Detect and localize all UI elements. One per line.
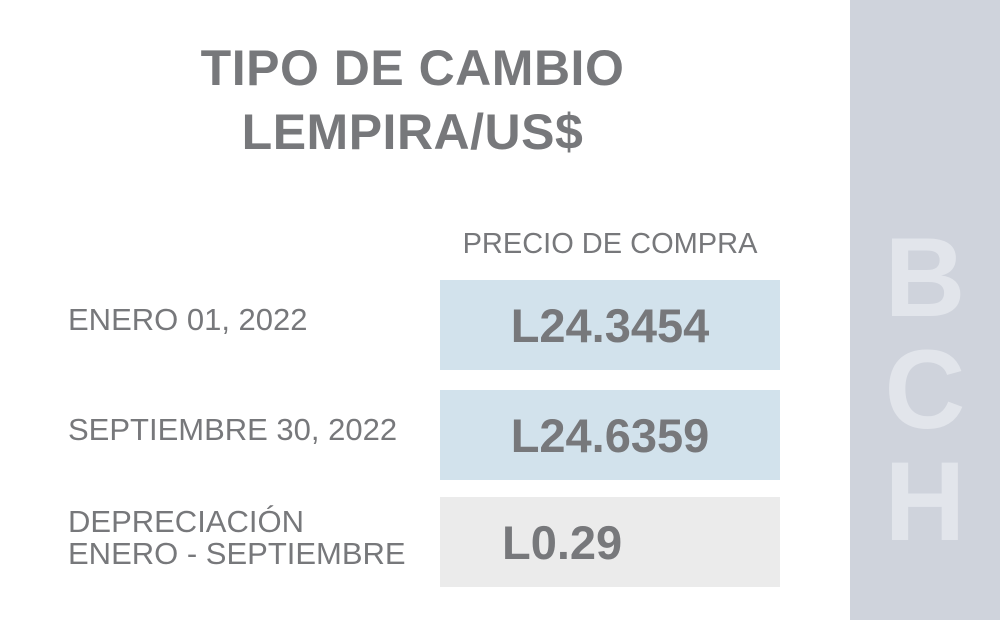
value-box-septiembre: L24.6359	[440, 390, 780, 480]
logo-letter-c: C	[884, 327, 966, 452]
value-septiembre: L24.6359	[510, 408, 710, 462]
value-depreciacion: L0.29	[502, 515, 623, 569]
title-line-2: LEMPIRA/US$	[241, 104, 584, 160]
row-label-depreciacion: DEPRECIACIÓN ENERO - SEPTIEMBRE	[68, 506, 406, 570]
value-enero: L24.3454	[510, 298, 710, 352]
column-header-precio-compra: PRECIO DE COMPRA	[462, 228, 758, 260]
row-label-depreciacion-line-1: DEPRECIACIÓN	[68, 504, 304, 539]
logo-letter-h: H	[884, 439, 966, 564]
row-label-depreciacion-line-2: ENERO - SEPTIEMBRE	[68, 536, 406, 571]
logo-letter-b: B	[884, 215, 966, 340]
title-line-1: TIPO DE CAMBIO	[200, 40, 625, 96]
row-label-enero-text: ENERO 01, 2022	[68, 302, 308, 337]
row-label-enero: ENERO 01, 2022	[68, 304, 308, 336]
row-label-septiembre-text: SEPTIEMBRE 30, 2022	[68, 412, 398, 447]
value-box-enero: L24.3454	[440, 280, 780, 370]
value-box-depreciacion: L0.29	[440, 497, 780, 587]
page-title: TIPO DE CAMBIO LEMPIRA/US$	[150, 36, 675, 164]
side-panel: B C H	[850, 0, 1000, 620]
row-label-septiembre: SEPTIEMBRE 30, 2022	[68, 414, 397, 446]
bch-logo-letters: B C H	[850, 222, 1000, 558]
